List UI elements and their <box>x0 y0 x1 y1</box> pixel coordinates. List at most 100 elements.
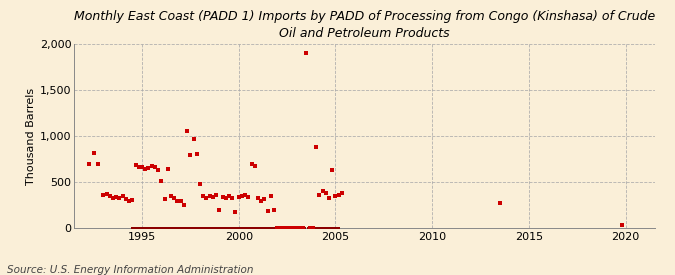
Point <box>617 223 628 228</box>
Point <box>321 226 331 230</box>
Point <box>176 226 186 230</box>
Point <box>314 193 325 197</box>
Point <box>162 226 173 230</box>
Point <box>117 194 128 198</box>
Point <box>194 182 205 186</box>
Point <box>220 226 231 230</box>
Point <box>266 194 277 198</box>
Point <box>249 163 260 168</box>
Point <box>223 226 234 230</box>
Point <box>187 226 198 230</box>
Point <box>275 226 286 230</box>
Point <box>278 226 289 230</box>
Point <box>294 226 304 230</box>
Point <box>243 226 254 230</box>
Point <box>261 226 271 230</box>
Point <box>336 191 347 196</box>
Point <box>93 161 104 166</box>
Point <box>327 168 338 172</box>
Point <box>308 226 319 230</box>
Point <box>334 226 345 230</box>
Point <box>127 197 138 202</box>
Point <box>198 226 209 230</box>
Point <box>114 196 125 200</box>
Point <box>259 226 269 230</box>
Point <box>230 226 240 230</box>
Point <box>323 226 333 230</box>
Point <box>247 226 258 230</box>
Point <box>165 194 176 198</box>
Point <box>167 226 178 230</box>
Point <box>263 226 273 230</box>
Point <box>286 226 296 230</box>
Point <box>279 226 290 230</box>
Point <box>298 226 308 230</box>
Point <box>319 226 329 230</box>
Point <box>194 226 205 230</box>
Point <box>292 226 302 230</box>
Point <box>281 226 292 230</box>
Point <box>317 226 327 230</box>
Point <box>127 226 138 230</box>
Point <box>252 196 263 200</box>
Point <box>272 226 283 230</box>
Point <box>265 226 275 230</box>
Point <box>185 226 196 230</box>
Point <box>205 226 215 230</box>
Text: Source: U.S. Energy Information Administration: Source: U.S. Energy Information Administ… <box>7 265 253 275</box>
Point <box>185 152 196 157</box>
Point <box>313 226 323 230</box>
Point <box>288 226 298 230</box>
Point <box>84 161 95 166</box>
Point <box>330 226 341 230</box>
Point <box>133 164 144 169</box>
Point <box>214 226 225 230</box>
Point <box>216 226 227 230</box>
Point <box>225 226 236 230</box>
Point <box>88 150 99 155</box>
Point <box>163 226 174 230</box>
Point <box>143 166 154 170</box>
Point <box>200 226 211 230</box>
Point <box>148 226 159 230</box>
Point <box>196 226 207 230</box>
Point <box>303 226 314 230</box>
Point <box>304 226 315 230</box>
Point <box>330 194 341 198</box>
Point <box>270 226 281 230</box>
Point <box>333 193 344 197</box>
Point <box>181 226 192 230</box>
Point <box>266 226 277 230</box>
Point <box>250 226 261 230</box>
Point <box>239 226 250 230</box>
Point <box>230 210 241 214</box>
Point <box>284 226 294 230</box>
Point <box>295 226 306 230</box>
Title: Monthly East Coast (PADD 1) Imports by PADD of Processing from Congo (Kinshasa) : Monthly East Coast (PADD 1) Imports by P… <box>74 10 655 40</box>
Point <box>281 226 292 230</box>
Point <box>274 226 285 230</box>
Point <box>272 226 283 230</box>
Point <box>101 192 112 196</box>
Point <box>188 137 199 141</box>
Point <box>160 226 171 230</box>
Point <box>152 226 163 230</box>
Point <box>290 226 300 230</box>
Point <box>191 152 202 156</box>
Point <box>156 179 167 183</box>
Point <box>140 226 151 230</box>
Point <box>98 193 109 197</box>
Point <box>134 226 145 230</box>
Point <box>328 226 339 230</box>
Point <box>495 201 506 206</box>
Point <box>159 197 170 201</box>
Point <box>276 226 287 230</box>
Point <box>211 193 221 197</box>
Point <box>169 226 180 230</box>
Point <box>295 226 306 230</box>
Point <box>212 226 223 230</box>
Point <box>269 208 279 212</box>
Point <box>165 226 176 230</box>
Point <box>144 226 155 230</box>
Point <box>107 196 118 200</box>
